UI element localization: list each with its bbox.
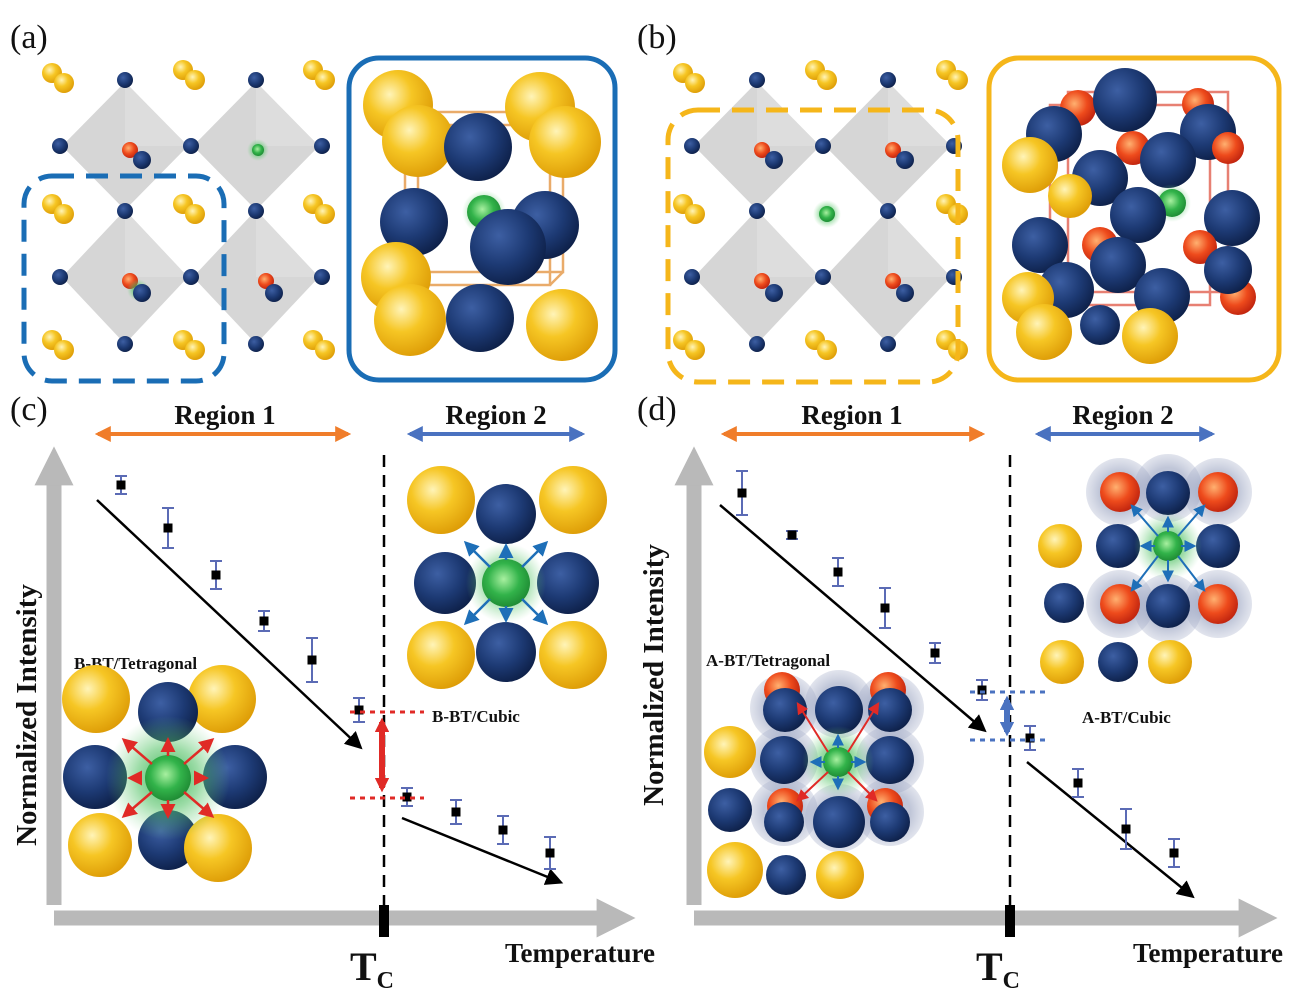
y-axis-label-d: Normalized Intensity — [638, 544, 670, 806]
data-point-d — [880, 603, 890, 613]
unit-cell-zoom-b — [986, 55, 1282, 383]
oxygen-atoms-a — [52, 72, 330, 352]
trend-arrow-high-c — [401, 816, 564, 885]
tc-label-c: TC — [350, 944, 394, 990]
a-bt-tetragonal-cluster — [704, 670, 924, 899]
trend-arrow-high-d — [1026, 761, 1195, 899]
trend-arrow-low-d — [719, 504, 987, 733]
data-point-c — [498, 825, 508, 835]
plot-c: Region 1 Region 2 Normalized Intensity T… — [11, 400, 655, 990]
panel-label-c: (c) — [10, 391, 48, 428]
trend-arrow-low-c — [96, 499, 363, 750]
data-point-d — [1073, 778, 1083, 788]
perovskite-lattice-a — [21, 60, 335, 384]
data-point-d — [1169, 848, 1179, 858]
data-point-c — [451, 807, 461, 817]
structure-label-high-d: A-BT/Cubic — [1082, 708, 1171, 727]
region2-label-d: Region 2 — [1072, 400, 1173, 430]
tc-label-d: TC — [976, 944, 1020, 990]
data-point-d — [833, 567, 843, 577]
x-axis-label-d: Temperature — [1133, 938, 1283, 968]
b-site-atoms-a — [122, 139, 283, 302]
panel-label-a: (a) — [10, 19, 48, 56]
data-point-c — [211, 570, 221, 580]
b-bt-cubic-cluster — [407, 466, 607, 689]
perovskite-lattice-b — [665, 60, 968, 385]
data-point-d — [1025, 733, 1035, 743]
structure-label-low-d: A-BT/Tetragonal — [706, 651, 830, 670]
b-site-atoms-b — [754, 142, 914, 302]
data-point-d — [930, 648, 940, 658]
a-site-atoms-b — [673, 60, 968, 360]
tc-tick-c — [379, 905, 389, 937]
panel-label-d: (d) — [637, 391, 677, 428]
tc-sub-d: C — [1003, 968, 1020, 990]
data-point-c — [402, 792, 412, 802]
tc-sub-c: C — [377, 968, 394, 990]
data-point-c — [545, 848, 555, 858]
plot-d: Region 1 Region 2 Normalized Intensity T… — [638, 400, 1283, 990]
unit-cell-highlight-a — [21, 173, 227, 384]
data-points-d — [736, 470, 1180, 868]
data-point-c — [116, 480, 126, 490]
unit-cell-highlight-b — [665, 107, 961, 385]
tc-tick-d — [1005, 905, 1015, 937]
region2-label-c: Region 2 — [445, 400, 546, 430]
data-point-c — [307, 655, 317, 665]
tc-main-c: T — [350, 944, 377, 989]
data-point-d — [737, 488, 747, 498]
data-points-c — [115, 475, 556, 870]
structure-label-high-c: B-BT/Cubic — [432, 707, 520, 726]
y-axis-label-c: Normalized Intensity — [11, 584, 43, 846]
region1-label-d: Region 1 — [801, 400, 902, 430]
a-site-atoms-a — [42, 60, 335, 360]
x-axis-label-c: Temperature — [505, 938, 655, 968]
region1-label-c: Region 1 — [174, 400, 275, 430]
data-point-c — [354, 705, 364, 715]
data-point-d — [1121, 824, 1131, 834]
data-point-d — [977, 685, 987, 695]
data-point-c — [163, 523, 173, 533]
a-bt-cubic-cluster — [1038, 454, 1252, 684]
unit-cell-zoom-a — [346, 55, 618, 383]
data-point-c — [259, 616, 269, 626]
b-bt-tetragonal-cluster — [62, 665, 267, 882]
panel-label-b: (b) — [637, 19, 677, 56]
data-point-d — [787, 530, 797, 540]
tc-main-d: T — [976, 944, 1003, 989]
